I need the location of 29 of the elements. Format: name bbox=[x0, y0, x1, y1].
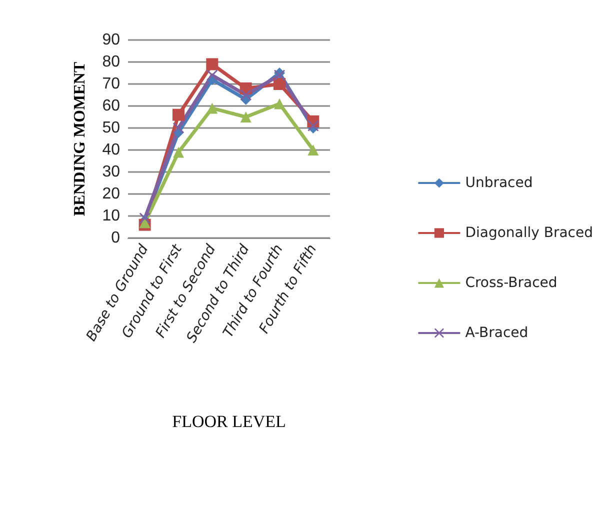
y-tick-label: 80 bbox=[102, 54, 120, 70]
y-tick-label: 10 bbox=[102, 208, 120, 224]
point bbox=[206, 102, 218, 114]
point bbox=[308, 144, 319, 156]
y-tick-label: 60 bbox=[102, 98, 120, 114]
legend-label: Diagonally Braced bbox=[465, 225, 594, 241]
x-axis-title: FLOOR LEVEL bbox=[172, 412, 286, 431]
point bbox=[274, 98, 285, 110]
point bbox=[206, 58, 218, 70]
point bbox=[240, 112, 252, 122]
point bbox=[172, 108, 184, 121]
y-tick-label: 70 bbox=[102, 76, 120, 92]
y-tick-label: 0 bbox=[111, 230, 120, 246]
y-axis-title: BENDING MOMENT bbox=[72, 62, 88, 216]
legend-label: Unbraced bbox=[465, 175, 533, 191]
point bbox=[173, 146, 184, 158]
point bbox=[240, 90, 252, 100]
y-tick-label: 90 bbox=[102, 32, 120, 48]
point bbox=[274, 70, 285, 81]
point bbox=[274, 78, 286, 90]
legend-label: A-Braced bbox=[465, 325, 528, 341]
y-tick-label: 30 bbox=[102, 164, 120, 180]
point bbox=[308, 120, 319, 132]
legend-label: Cross-Braced bbox=[465, 275, 558, 291]
point bbox=[173, 122, 184, 134]
y-tick-label: 20 bbox=[102, 186, 120, 202]
y-tick-label: 50 bbox=[102, 120, 120, 136]
point bbox=[206, 70, 218, 81]
y-tick-label: 40 bbox=[102, 142, 120, 158]
